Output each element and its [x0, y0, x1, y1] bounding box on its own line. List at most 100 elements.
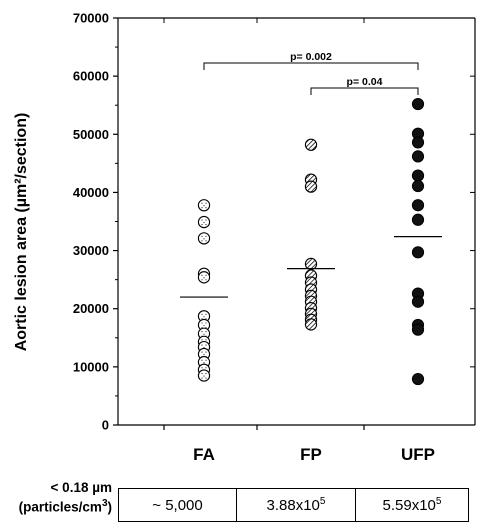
point-dot: [201, 367, 203, 369]
point-dot: [205, 318, 207, 320]
table-row: ~ 5,000 3.88x105 5.59x105: [118, 488, 469, 522]
data-point-ufp: [411, 323, 425, 336]
point-dot: [201, 351, 203, 353]
point-dot: [201, 207, 203, 209]
cell-exponent: 5: [435, 496, 442, 507]
point-dot: [203, 316, 205, 318]
point-dot: [201, 373, 203, 375]
x-category-label-fp: FP: [300, 445, 322, 464]
y-tick-label: 10000: [73, 359, 109, 374]
point-dot: [205, 367, 207, 369]
cell-value: 3.88x10: [266, 497, 320, 514]
point-dot: [201, 377, 203, 379]
point-dot: [203, 277, 205, 279]
particle-unit-text: (particles/cm: [18, 499, 102, 515]
data-point-fp: [304, 318, 318, 331]
data-point-ufp: [411, 169, 425, 182]
point-dot: [203, 362, 205, 364]
point-dot: [201, 240, 203, 242]
point-dot: [203, 238, 205, 240]
x-category-label-fa: FA: [193, 445, 215, 464]
point-dot: [205, 351, 207, 353]
data-point-ufp: [411, 213, 425, 226]
point-dot: [201, 219, 203, 221]
point-dot: [201, 344, 203, 346]
point-dot: [205, 359, 207, 361]
point-dot: [205, 331, 207, 333]
data-point-ufp: [411, 150, 425, 163]
y-axis-label: Aortic lesion area (µm²/section): [13, 113, 30, 352]
point-dot: [201, 202, 203, 204]
point-dot: [205, 274, 207, 276]
y-tick-label: 70000: [73, 11, 109, 26]
point-dot: [205, 202, 207, 204]
point-dot: [205, 224, 207, 226]
point-dot: [205, 344, 207, 346]
significance-bracket: [203, 62, 419, 70]
data-point-fa: [197, 232, 211, 245]
point-dot: [205, 279, 207, 281]
point-dot: [205, 322, 207, 324]
data-point-ufp: [411, 199, 425, 212]
point-dot: [201, 313, 203, 315]
point-dot: [201, 318, 203, 320]
data-point-fa: [197, 271, 211, 284]
point-dot: [203, 347, 205, 349]
data-point-ufp: [411, 295, 425, 308]
data-point-fa: [197, 199, 211, 212]
point-dot: [205, 373, 207, 375]
point-dot: [205, 207, 207, 209]
data-point-ufp: [411, 179, 425, 193]
particle-unit-tail: ): [107, 499, 113, 515]
cell-exponent: 5: [319, 496, 326, 507]
table-cell-fa: ~ 5,000: [118, 488, 237, 522]
table-cell-ufp: 5.59x105: [355, 488, 469, 522]
point-dot: [201, 235, 203, 237]
x-category-label-ufp: UFP: [401, 445, 435, 464]
y-tick-label: 60000: [73, 69, 109, 84]
data-point-fa: [197, 318, 211, 332]
point-dot: [203, 222, 205, 224]
point-dot: [201, 274, 203, 276]
particle-size-line1: < 0.18 µm: [50, 480, 112, 495]
point-dot: [205, 219, 207, 221]
point-dot: [203, 375, 205, 377]
point-dot: [201, 339, 203, 341]
p-value-label: p= 0.04: [347, 76, 383, 88]
particle-unit-sup: 3: [101, 498, 108, 509]
cell-value: ~ 5,000: [152, 497, 203, 514]
y-tick-label: 40000: [73, 185, 109, 200]
data-point-ufp: [411, 246, 425, 259]
point-dot: [203, 205, 205, 207]
point-dot: [203, 333, 205, 335]
scatter-chart: 0 10000 20000 30000 40000 50000 60000 70000 FA FP…: [13, 11, 476, 464]
data-point-ufp: [411, 372, 425, 386]
table-cell-fp: 3.88x105: [236, 488, 356, 522]
point-dot: [201, 359, 203, 361]
particle-count-table: ~ 5,000 3.88x105 5.59x105: [118, 488, 469, 522]
particle-size-line2: (particles/cm3): [0, 496, 112, 516]
point-dot: [201, 322, 203, 324]
data-point-ufp: [411, 97, 425, 111]
data-point-ufp: [411, 136, 425, 149]
point-dot: [201, 279, 203, 281]
y-tick-label: 0: [102, 418, 109, 433]
point-dot: [203, 354, 205, 356]
cell-value: 5.59x10: [382, 497, 436, 514]
point-dot: [205, 240, 207, 242]
p-value-label: p= 0.002: [290, 51, 332, 63]
point-dot: [205, 313, 207, 315]
point-dot: [201, 326, 203, 329]
data-point-fp: [304, 257, 318, 271]
particle-size-label: < 0.18 µm (particles/cm3): [0, 480, 112, 516]
data-point-fp: [304, 138, 318, 151]
y-tick-label: 30000: [73, 243, 109, 258]
data-point-fa: [197, 369, 211, 382]
point-dot: [205, 326, 207, 329]
data-point-fp: [304, 180, 318, 193]
y-tick-label: 20000: [73, 301, 109, 316]
significance-bracket: [310, 87, 419, 95]
data-point-fa: [197, 215, 211, 229]
point-dot: [205, 377, 207, 379]
point-dot: [205, 339, 207, 341]
